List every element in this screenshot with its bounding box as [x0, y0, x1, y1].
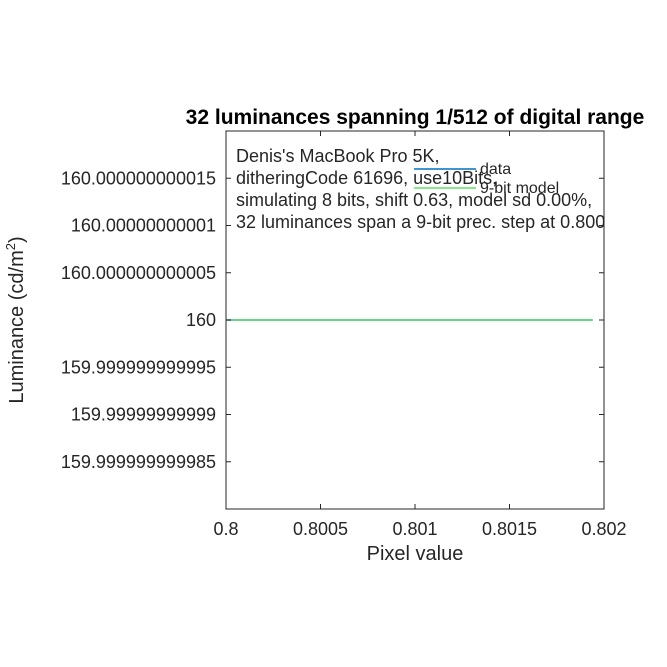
- y-axis-label-close: ): [6, 236, 28, 243]
- annotation-line-3: simulating 8 bits, shift 0.63, model sd …: [236, 190, 592, 210]
- legend-label-data: data: [480, 161, 511, 178]
- annotation-line-2: ditheringCode 61696, use10Bits,: [236, 168, 497, 188]
- chart-title: 32 luminances spanning 1/512 of digital …: [186, 106, 645, 129]
- x-tick-label: 0.801: [392, 519, 437, 539]
- x-axis-label: Pixel value: [367, 543, 464, 565]
- y-tick-label: 160.000000000005: [61, 263, 216, 283]
- y-tick-label: 160.00000000001: [71, 216, 216, 236]
- y-tick-label: 160: [186, 310, 216, 330]
- y-axis-label-sup: 2: [3, 243, 18, 250]
- y-tick-label: 159.999999999995: [61, 357, 216, 377]
- x-tick-label: 0.8015: [482, 519, 537, 539]
- annotation: Denis's MacBook Pro 5K, ditheringCode 61…: [236, 146, 605, 232]
- legend: data 9-bit model: [414, 161, 559, 197]
- y-axis-label: Luminance (cd/m2): [3, 236, 28, 403]
- y-tick-label: 159.99999999999: [71, 405, 216, 425]
- annotation-line-4: 32 luminances span a 9-bit prec. step at…: [236, 212, 605, 232]
- y-axis-label-main: Luminance (cd/m: [6, 250, 28, 403]
- x-tick-label: 0.8005: [293, 519, 348, 539]
- y-tick-label: 159.999999999985: [61, 452, 216, 472]
- x-tick-label: 0.802: [581, 519, 626, 539]
- ticks-layer: 0.8 0.8005 0.801 0.8015 0.802 160.00000000001…: [61, 131, 627, 539]
- legend-label-9bit-model: 9-bit model: [480, 180, 559, 197]
- annotation-line-1: Denis's MacBook Pro 5K,: [236, 146, 440, 166]
- x-tick-label: 0.8: [213, 519, 238, 539]
- y-tick-label: 160.000000000015: [61, 168, 216, 188]
